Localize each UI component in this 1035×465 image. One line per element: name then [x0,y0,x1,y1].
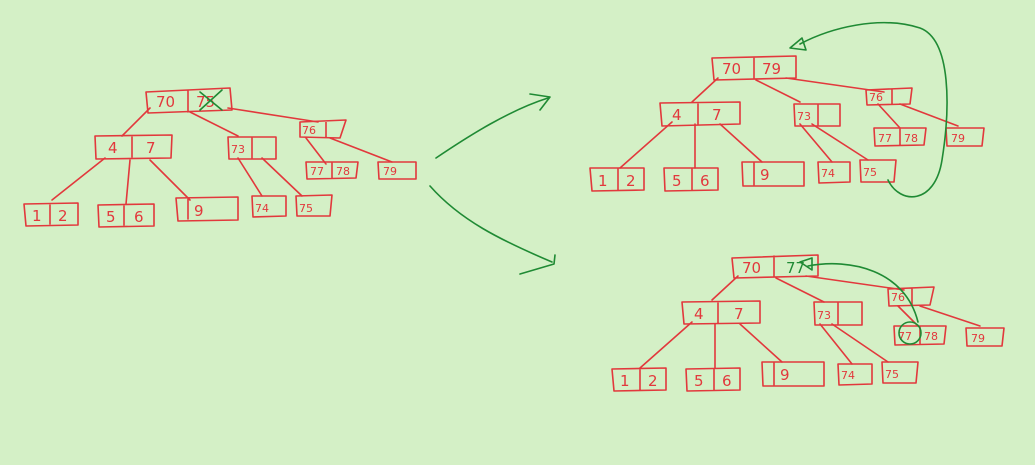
key: 79 [762,60,781,78]
key: 4 [694,305,704,323]
key: 5 [694,372,704,390]
key: 77 [878,132,892,145]
tree-bottom-right-node: 1 2 [611,367,667,392]
tree-top-right-node: 73 [793,103,841,127]
key: 2 [648,372,658,390]
tree-top-right-node: 75 [859,159,897,183]
tree-left-node: 5 6 [97,203,155,228]
tree-top-right: 70 79 4 7 73 76 1 2 5 6 9 [589,21,985,198]
tree-top-right-node: 1 2 [589,167,645,192]
key: 2 [626,172,636,190]
key: 4 [108,139,118,157]
key: 5 [672,172,682,190]
move-arrow-79-to-root [789,21,948,198]
key: 5 [106,208,116,226]
key: 1 [32,207,42,225]
key: 7 [734,305,744,323]
key: 6 [722,372,732,390]
key: 74 [255,202,269,215]
key: 79 [383,165,397,178]
tree-left-node: 4 7 [94,134,173,160]
key: 9 [194,202,204,220]
tree-left-root: 70 75 [145,87,233,114]
tree-left-node: 73 [227,136,277,160]
tree-bottom-right-node: 5 6 [685,367,741,392]
key: 78 [924,330,938,343]
key: 70 [742,259,761,277]
key: 75 [885,368,899,381]
tree-left-node: 75 [295,194,333,217]
arrow-to-bottom-right [429,185,556,275]
tree-top-right-node: 79 [945,127,985,147]
tree-bottom-right-node: 4 7 [681,300,761,325]
key: 73 [231,143,245,156]
tree-left: 70 75 4 7 73 76 1 2 5 6 [23,87,417,228]
tree-bottom-right-edges [639,275,981,369]
tree-top-right-root: 70 79 [711,55,797,81]
key: 4 [672,106,682,124]
tree-top-right-edges [619,77,959,169]
key: 7 [712,106,722,124]
key: 79 [971,332,985,345]
key: 1 [620,372,630,390]
cross-out-mark [199,89,223,111]
key: 76 [302,124,316,137]
key: 78 [904,132,918,145]
key: 73 [797,110,811,123]
key: 77 [310,165,324,178]
transition-arrows [429,93,556,275]
tree-left-node: 74 [251,195,287,218]
key: 76 [869,91,883,104]
key: 75 [196,93,215,111]
arrow-to-top-right [435,93,551,159]
key: 2 [58,207,68,225]
tree-left-node: 1 2 [23,202,79,227]
tree-top-right-node: 4 7 [659,101,741,127]
key: 6 [134,208,144,226]
key: 79 [951,132,965,145]
tree-bottom-right: 70 77 4 7 73 76 1 2 5 6 9 [611,254,1005,392]
tree-bottom-right-root: 70 77 [731,254,819,279]
tree-top-right-node: 74 [817,161,851,184]
key: 70 [722,60,741,78]
tree-top-right-node: 5 6 [663,167,719,192]
key: 78 [336,165,350,178]
key: 76 [891,291,905,304]
key: 75 [299,202,313,215]
key: 77 [786,259,805,277]
tree-bottom-right-node: 73 [813,301,863,326]
tree-bottom-right-node: 76 [887,286,935,307]
key: 9 [760,166,770,184]
key: 9 [780,366,790,384]
key: 6 [700,172,710,190]
key: 70 [156,93,175,111]
move-arrow-77-to-root [799,257,922,345]
tree-bottom-right-node: 79 [965,327,1005,347]
tree-left-node: 79 [377,161,417,180]
tree-top-right-node: 77 78 [873,127,927,147]
tree-bottom-right-node: 75 [881,361,919,384]
tree-left-edges [51,107,393,205]
tree-left-node: 77 78 [305,161,359,180]
key: 74 [841,369,855,382]
tree-bottom-right-node: 9 [761,361,825,387]
tree-left-node: 76 [299,119,347,139]
tree-left-node: 9 [175,196,239,222]
tree-bottom-right-node: 74 [837,363,873,386]
key: 75 [863,166,877,179]
tree-top-right-node: 76 [865,87,913,106]
tree-top-right-node: 9 [741,161,805,187]
key: 74 [821,167,835,180]
key: 73 [817,309,831,322]
key: 7 [146,139,156,157]
key: 1 [598,172,608,190]
